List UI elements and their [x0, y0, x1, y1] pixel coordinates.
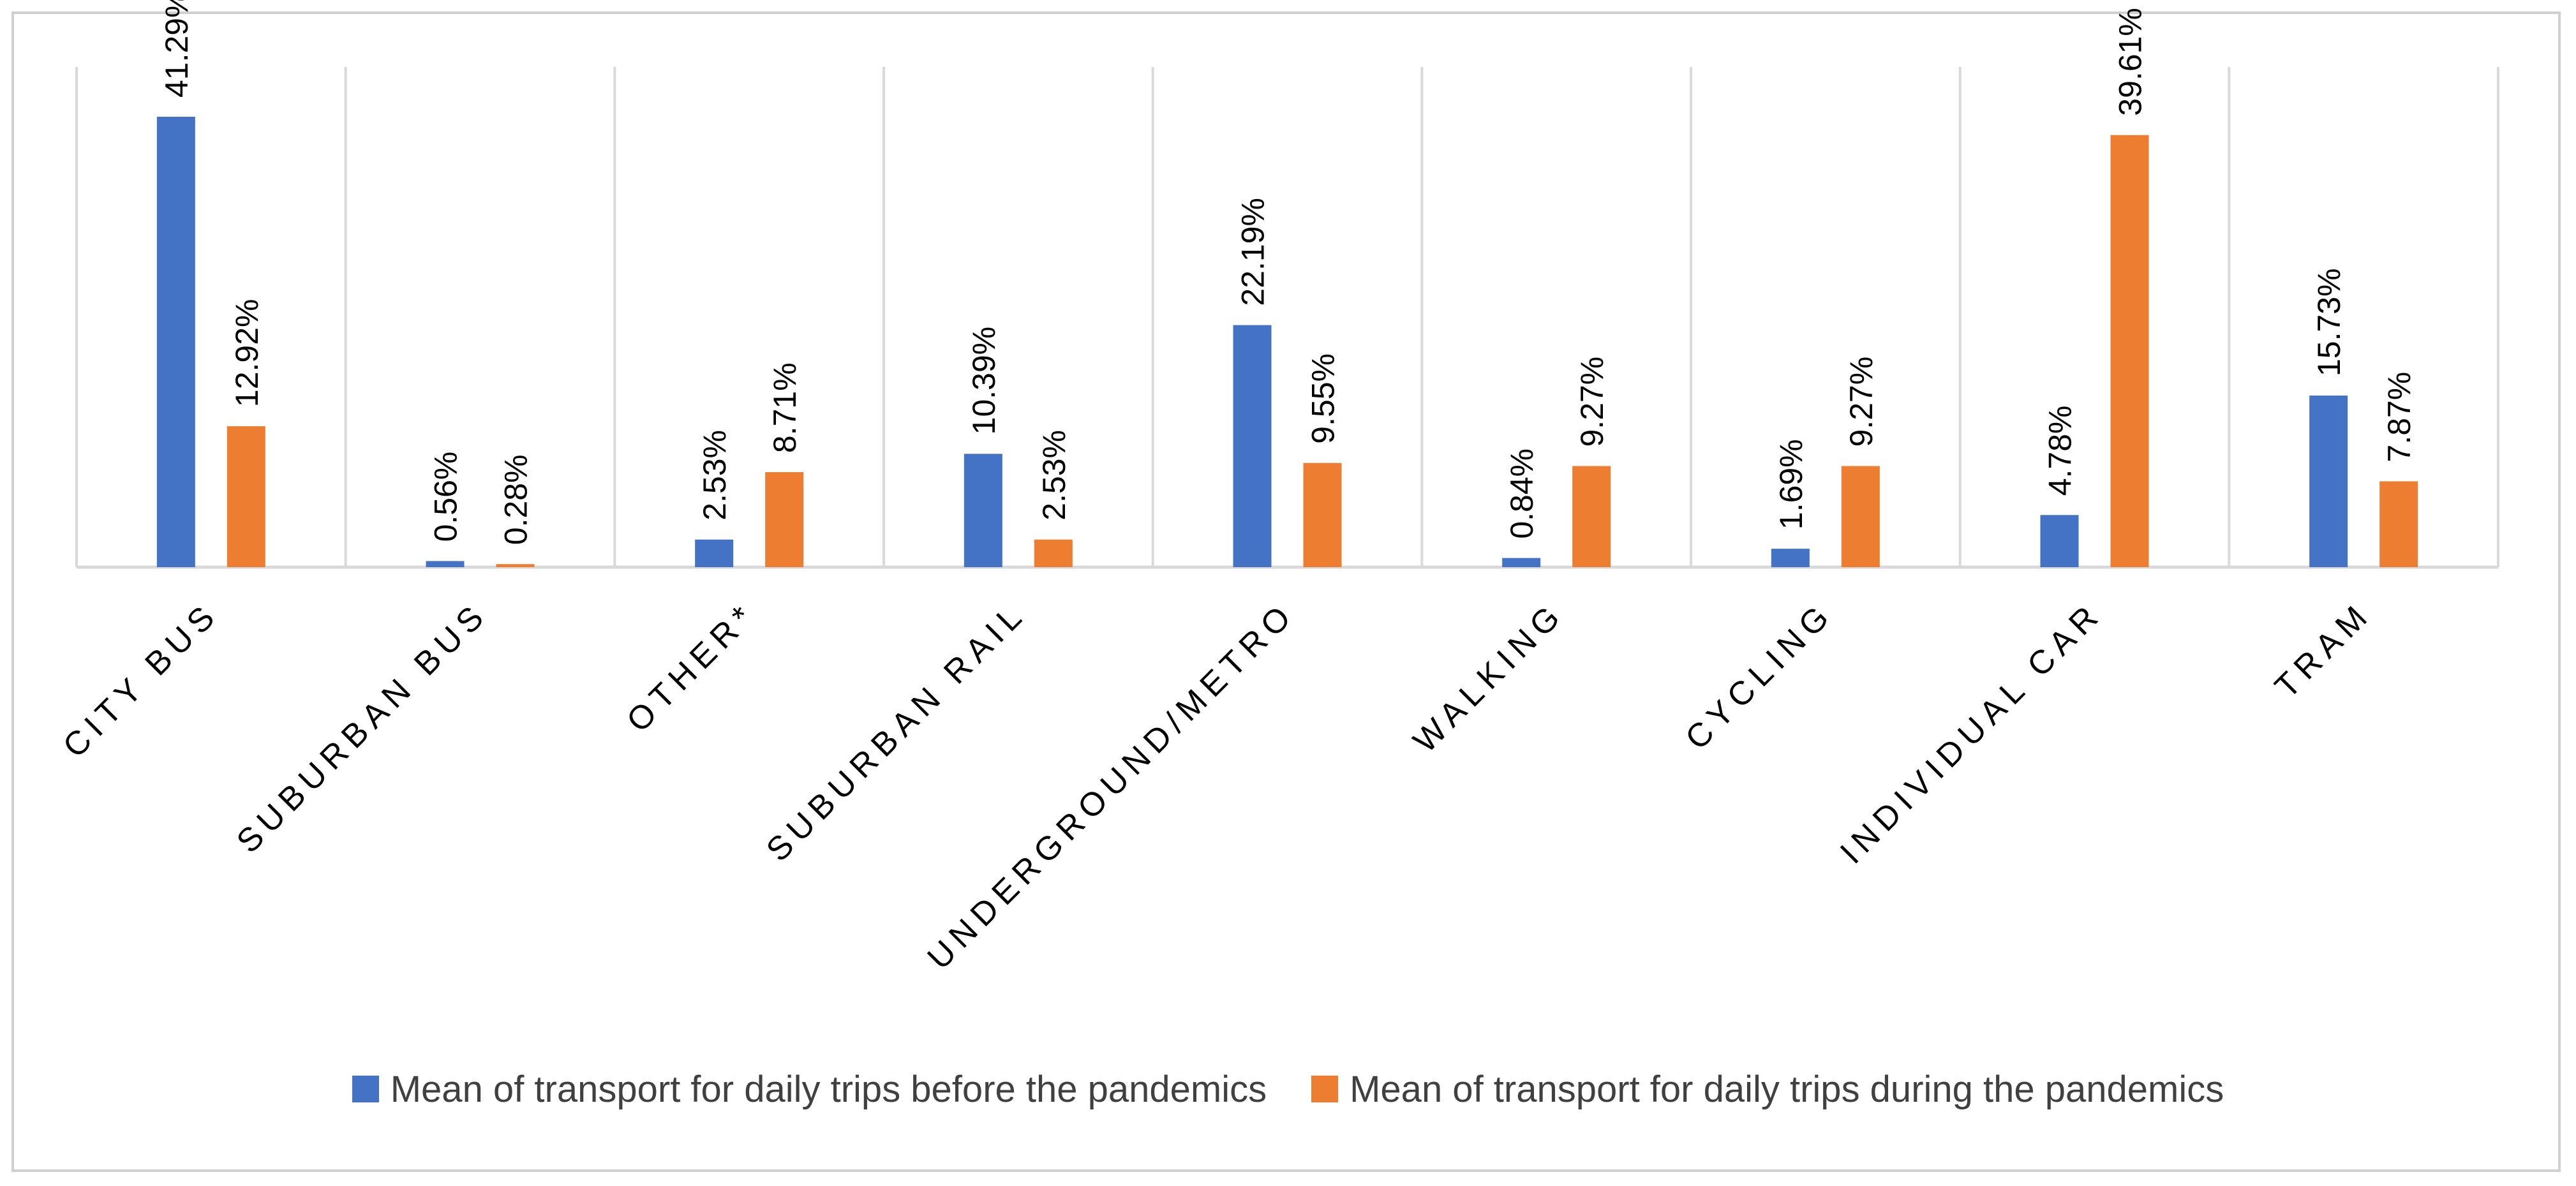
bar-during: [1034, 539, 1073, 567]
bar-during: [1572, 466, 1611, 567]
bar-before: [1771, 549, 1810, 567]
data-label-before: 1.69%: [1773, 439, 1809, 530]
bar-before: [1502, 558, 1541, 567]
bar-during: [227, 426, 265, 567]
data-label-during: 8.71%: [767, 362, 803, 453]
category-label: SUBURBAN BUS: [230, 595, 495, 860]
category-label: CYCLING: [1678, 595, 1840, 757]
bar-during: [2379, 481, 2418, 567]
data-label-before: 0.56%: [428, 452, 464, 542]
data-label-during: 12.92%: [229, 299, 265, 407]
legend-item-during: Mean of transport for daily trips during…: [1311, 1068, 2224, 1111]
legend-label-before: Mean of transport for daily trips before…: [390, 1068, 1267, 1110]
legend-label-during: Mean of transport for daily trips during…: [1350, 1068, 2224, 1110]
bar-before: [695, 539, 734, 567]
data-label-during: 9.27%: [1574, 357, 1610, 447]
data-label-during: 39.61%: [2113, 8, 2148, 116]
bar-during: [2110, 135, 2149, 568]
bar-before: [1233, 325, 1272, 567]
data-label-during: 9.55%: [1306, 353, 1341, 444]
data-label-during: 2.53%: [1036, 430, 1072, 521]
data-label-before: 22.19%: [1235, 198, 1271, 306]
data-label-during: 9.27%: [1843, 357, 1879, 447]
legend-swatch-before: [352, 1076, 379, 1102]
category-label: SUBURBAN RAIL: [759, 595, 1033, 868]
category-label: OTHER*: [620, 595, 764, 739]
bar-during: [1303, 463, 1342, 567]
data-label-during: 0.28%: [498, 454, 534, 545]
category-label: WALKING: [1406, 595, 1572, 760]
category-label: CITY BUS: [56, 595, 226, 764]
legend: Mean of transport for daily trips before…: [0, 1067, 2576, 1111]
bar-during: [496, 564, 535, 567]
data-label-before: 2.53%: [697, 430, 733, 521]
bar-during: [1841, 466, 1880, 567]
bar-before: [426, 561, 465, 567]
data-label-before: 4.78%: [2043, 405, 2078, 496]
data-label-before: 15.73%: [2311, 268, 2347, 376]
category-label: TRAM: [2268, 595, 2378, 705]
legend-swatch-during: [1311, 1076, 1339, 1102]
legend-item-before: Mean of transport for daily trips before…: [352, 1068, 1267, 1111]
data-label-before: 10.39%: [966, 327, 1002, 435]
data-label-during: 7.87%: [2381, 372, 2417, 463]
bar-before: [156, 117, 195, 567]
category-label: INDIVIDUAL CAR: [1833, 595, 2110, 871]
bar-before: [2309, 396, 2348, 567]
data-label-before: 41.29%: [159, 0, 195, 98]
bar-before: [2040, 515, 2079, 567]
data-label-before: 0.84%: [1504, 448, 1540, 539]
bar-before: [964, 454, 1002, 567]
bar-during: [765, 472, 804, 567]
